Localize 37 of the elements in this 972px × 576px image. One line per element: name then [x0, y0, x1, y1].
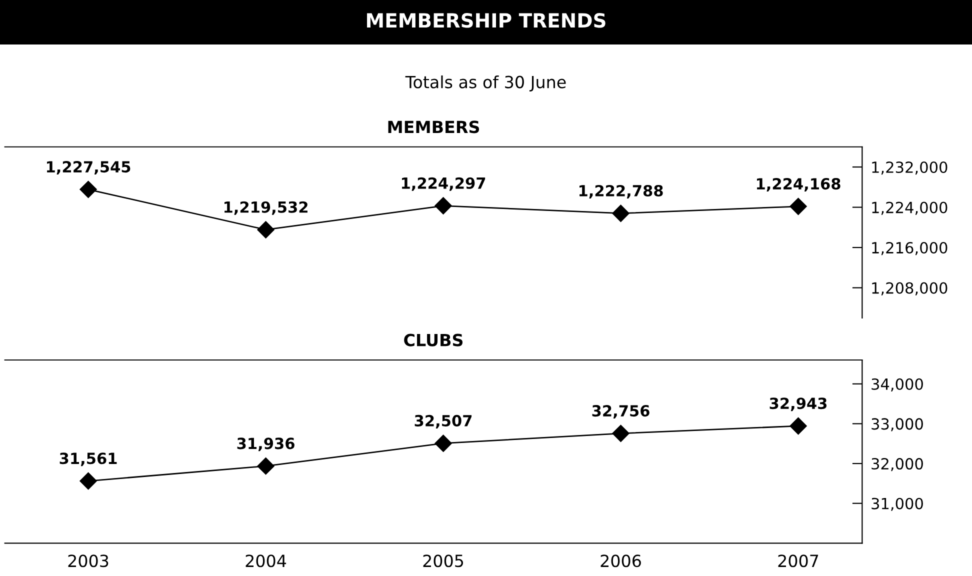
point [790, 417, 807, 435]
point [80, 180, 97, 198]
x-tick-label: 2003 [68, 554, 108, 568]
point [434, 197, 452, 214]
data-label: 32,943 [770, 398, 827, 412]
text: MEMBERSHIP TRENDS [367, 13, 606, 28]
point [80, 472, 97, 490]
chart-title: CLUBS [404, 334, 463, 346]
data-label: 1,224,168 [756, 178, 840, 192]
text: Totals as of 30 June [405, 75, 566, 92]
y-tick-label: 1,208,000 [872, 282, 948, 296]
x-tick-label: 2007 [778, 554, 818, 568]
point [790, 198, 807, 215]
data-label: 1,227,545 [47, 161, 130, 175]
x-tick-label: 2004 [246, 554, 286, 568]
data-label: 1,224,297 [402, 177, 486, 191]
chart-title: MEMBERS [388, 120, 480, 134]
y-tick-label: 31,000 [872, 498, 923, 511]
y-tick-label: 34,000 [872, 378, 923, 392]
x-tick-label: 2006 [600, 554, 641, 568]
y-tick-label: 1,224,000 [872, 202, 948, 215]
y-tick-label: 33,000 [872, 418, 923, 432]
point [434, 434, 452, 452]
point [257, 458, 274, 475]
data-label: 1,222,788 [579, 184, 663, 198]
point [612, 204, 630, 222]
y-tick-label: 1,216,000 [872, 242, 948, 256]
data-label: 32,756 [592, 405, 650, 419]
data-label: 32,507 [414, 414, 472, 428]
y-tick-label: 32,000 [872, 458, 923, 472]
data-label: 31,936 [237, 438, 294, 452]
x-tick-label: 2005 [423, 554, 464, 568]
data-label: 1,219,532 [224, 201, 308, 215]
data-label: 31,561 [60, 452, 117, 466]
point [612, 424, 630, 442]
y-tick-label: 1,232,000 [872, 161, 948, 175]
point [257, 221, 274, 238]
